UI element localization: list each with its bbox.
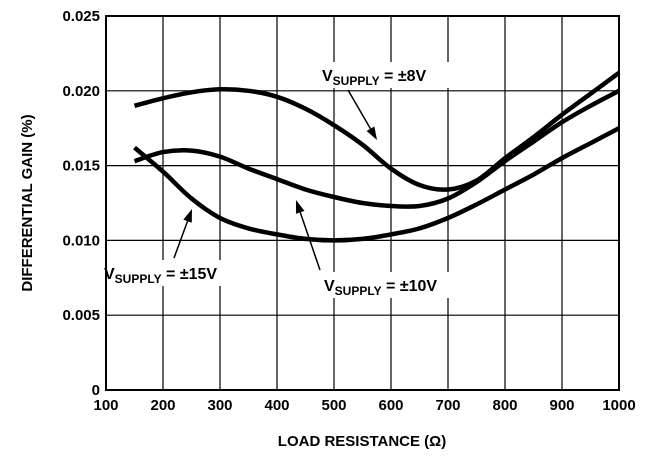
series-line-v8: [133, 70, 621, 192]
plot-frame: [105, 15, 620, 391]
x-tick-label: 1000: [602, 397, 635, 414]
annotation-background: [320, 272, 480, 298]
x-tick-label: 400: [264, 397, 289, 414]
series-line-v15: [133, 126, 621, 243]
x-tick-label: 800: [492, 397, 517, 414]
annotation-background: [318, 62, 468, 88]
x-tick-label: 600: [378, 397, 403, 414]
y-tick-label: 0.010: [62, 232, 100, 249]
y-tick-label: 0.015: [62, 158, 100, 175]
annotation-arrow-shaft: [173, 220, 189, 259]
curves: [133, 70, 621, 243]
annotation-arrowhead: [295, 200, 305, 214]
annotation-label-v10: VSUPPLY = ±10V: [324, 278, 437, 298]
annotation-arrowhead: [183, 209, 192, 223]
y-tick-label: 0.005: [62, 307, 100, 324]
annotation-arrowhead: [366, 126, 377, 140]
x-tick-label: 900: [549, 397, 574, 414]
annotation-label-v15: VSUPPLY = ±15V: [104, 266, 217, 286]
annotation-arrow-shaft: [347, 89, 372, 130]
y-tick-label: 0.025: [62, 8, 100, 25]
annotation-arrow-shaft: [299, 212, 321, 271]
x-tick-label: 700: [435, 397, 460, 414]
x-tick-label: 500: [321, 397, 346, 414]
series-line-v10: [133, 88, 621, 209]
y-tick-label: 0: [92, 382, 100, 399]
y-axis-label: DIFFERENTIAL GAIN (%): [19, 114, 36, 291]
tick-labels: 100 200 300 400 500 600 700 800 900 1000 0 0.005 0.0…: [62, 8, 635, 414]
x-axis-label: LOAD RESISTANCE (Ω): [278, 433, 446, 450]
annotation-background: [100, 260, 262, 286]
annotation-label-v8: VSUPPLY = ±8V: [322, 68, 427, 88]
x-tick-label: 200: [150, 397, 175, 414]
x-tick-label: 100: [93, 397, 118, 414]
x-tick-label: 300: [207, 397, 232, 414]
annotations: VSUPPLY = ±8V VSUPPLY = ±10V VSUPPLY = ±15…: [100, 62, 480, 298]
y-tick-label: 0.020: [62, 83, 100, 100]
